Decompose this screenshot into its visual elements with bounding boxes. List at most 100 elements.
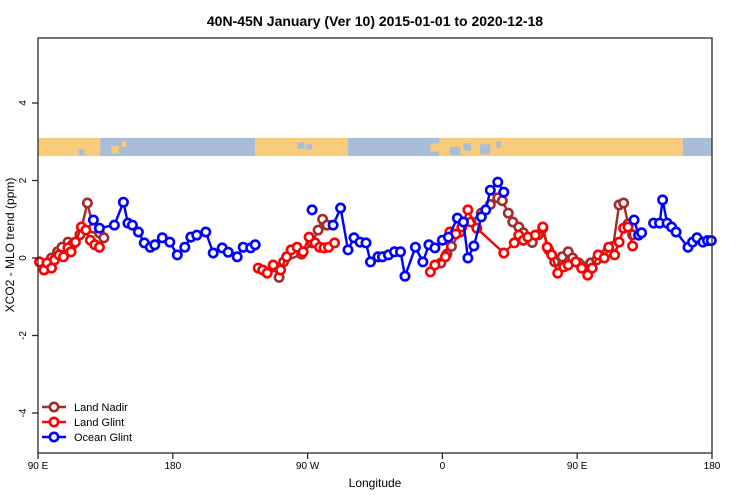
legend-label: Ocean Glint	[74, 432, 132, 444]
map-ocean-patch	[297, 142, 305, 149]
data-point	[222, 246, 234, 258]
data-point	[200, 226, 212, 238]
data-point	[65, 246, 77, 258]
x-tick-label: 180	[704, 461, 721, 472]
data-point	[171, 249, 183, 261]
data-point	[576, 262, 588, 274]
data-point	[613, 236, 625, 248]
data-point	[93, 222, 105, 234]
data-point	[628, 214, 640, 226]
data-point	[207, 247, 219, 259]
data-point	[529, 229, 541, 241]
x-tick-label: 180	[164, 461, 181, 472]
legend-entry-ocean-glint: Ocean Glint	[42, 431, 132, 444]
data-point	[149, 239, 161, 251]
data-point	[609, 249, 621, 261]
map-land-segment	[38, 137, 101, 157]
data-point	[442, 231, 454, 243]
data-point	[297, 246, 309, 258]
data-point	[627, 240, 639, 252]
data-point	[132, 226, 144, 238]
data-point	[329, 237, 341, 249]
data-point	[508, 237, 520, 249]
data-point	[480, 204, 492, 216]
x-tick-label: 0	[440, 461, 446, 472]
data-point	[492, 176, 504, 188]
data-point	[546, 249, 558, 261]
x-axis-label: Longitude	[349, 476, 402, 490]
data-point	[306, 204, 318, 216]
data-point	[570, 256, 582, 268]
data-point	[98, 232, 110, 244]
data-point	[409, 241, 421, 253]
data-point	[502, 207, 514, 219]
data-point	[439, 251, 451, 263]
map-ocean-segment	[348, 137, 440, 157]
y-tick-label: -4	[18, 408, 29, 417]
data-point	[541, 241, 553, 253]
chart-title: 40N-45N January (Ver 10) 2015-01-01 to 2…	[207, 13, 543, 29]
series-ocean-glint	[87, 176, 717, 282]
map-ocean-patch	[78, 148, 85, 156]
legend-entry-land-nadir: Land Nadir	[42, 401, 128, 414]
legend-marker	[48, 401, 60, 413]
data-point	[275, 264, 287, 276]
data-series	[33, 176, 717, 283]
map-ocean-patch	[306, 144, 313, 150]
map-land-patch	[662, 140, 671, 149]
plot-border	[37, 37, 713, 454]
map-ocean-patch	[479, 144, 491, 155]
data-point	[417, 256, 429, 268]
data-point	[191, 229, 203, 241]
y-tick-label: -2	[18, 331, 29, 340]
data-point	[598, 252, 610, 264]
data-point	[93, 241, 105, 253]
data-point	[657, 194, 669, 206]
legend-label: Land Nadir	[74, 402, 128, 414]
y-tick-label: 2	[18, 177, 29, 183]
data-point	[57, 251, 69, 263]
data-point	[537, 221, 549, 233]
data-point	[81, 197, 93, 209]
data-point	[126, 219, 138, 231]
map-ocean-patch	[463, 143, 471, 151]
map-land-segment	[439, 137, 683, 157]
data-point	[496, 195, 508, 207]
map-land-patch	[652, 143, 660, 151]
data-point	[335, 202, 347, 214]
x-tick-label: 90 E	[28, 461, 49, 472]
data-point	[462, 204, 474, 216]
axis-ticks: 90 E 180 90 W 0 90 E 180 -4 -2 0 2 4	[18, 100, 721, 472]
data-point	[267, 259, 279, 271]
data-point	[399, 270, 411, 282]
legend: Land Nadir Land Glint Ocean Glint	[42, 401, 132, 444]
world-map-strip	[38, 137, 712, 157]
legend-marker	[48, 431, 60, 443]
data-point	[498, 247, 510, 259]
y-axis-label: XCO2 - MLO trend (ppm)	[3, 178, 17, 313]
data-point	[429, 242, 441, 254]
data-point	[231, 251, 243, 263]
series-land-glint	[33, 204, 639, 281]
data-point	[108, 219, 120, 231]
data-point	[342, 244, 354, 256]
y-tick-label: 0	[18, 255, 29, 261]
map-ocean-patch	[449, 146, 461, 156]
data-point	[429, 259, 441, 271]
data-point	[618, 197, 630, 209]
data-point	[603, 241, 615, 253]
data-point	[80, 224, 92, 236]
data-point	[261, 267, 273, 279]
y-tick-label: 4	[18, 100, 29, 106]
legend-label: Land Glint	[74, 417, 124, 429]
data-point	[636, 227, 648, 239]
data-point	[552, 267, 564, 279]
data-point	[468, 240, 480, 252]
data-point	[394, 246, 406, 258]
data-point	[670, 226, 682, 238]
data-point	[364, 256, 376, 268]
data-point	[179, 241, 191, 253]
x-tick-label: 90 W	[296, 461, 320, 472]
